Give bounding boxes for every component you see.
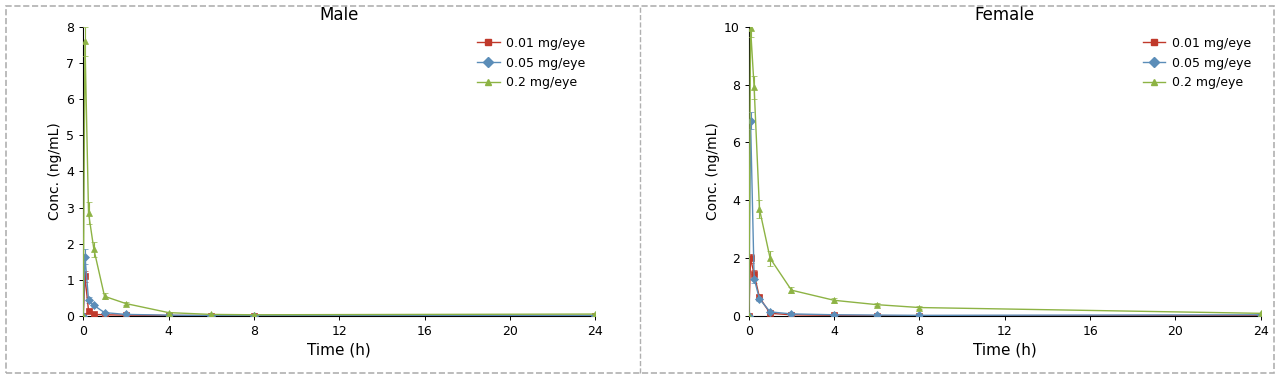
Title: Female: Female	[975, 6, 1034, 24]
Legend: 0.01 mg/eye, 0.05 mg/eye, 0.2 mg/eye: 0.01 mg/eye, 0.05 mg/eye, 0.2 mg/eye	[474, 33, 589, 93]
X-axis label: Time (h): Time (h)	[973, 343, 1037, 357]
Y-axis label: Conc. (ng/mL): Conc. (ng/mL)	[705, 123, 719, 220]
Y-axis label: Conc. (ng/mL): Conc. (ng/mL)	[49, 123, 61, 220]
Title: Male: Male	[320, 6, 358, 24]
X-axis label: Time (h): Time (h)	[307, 343, 371, 357]
Legend: 0.01 mg/eye, 0.05 mg/eye, 0.2 mg/eye: 0.01 mg/eye, 0.05 mg/eye, 0.2 mg/eye	[1139, 33, 1254, 93]
